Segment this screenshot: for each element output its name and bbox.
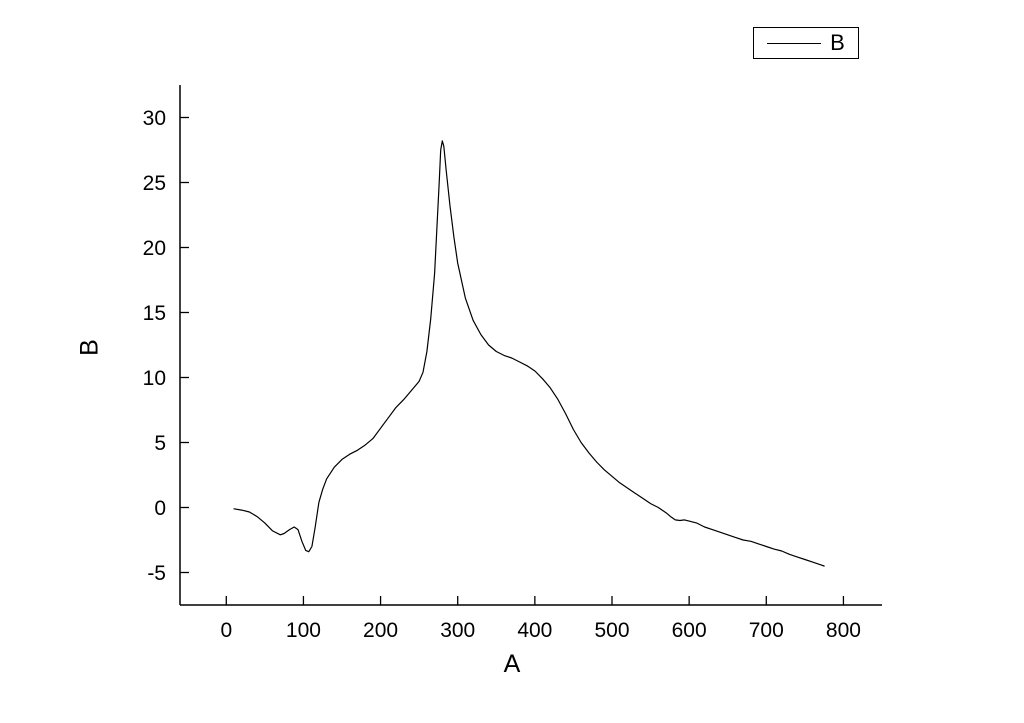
x-tick-label: 300 bbox=[440, 619, 475, 642]
x-tick-label: 600 bbox=[672, 619, 707, 642]
x-tick-label: 500 bbox=[594, 619, 629, 642]
legend-label: B bbox=[830, 30, 845, 55]
y-tick-label: 25 bbox=[143, 172, 166, 195]
y-tick-label: 20 bbox=[143, 237, 166, 260]
y-tick-label: 10 bbox=[143, 367, 166, 390]
y-tick-label: 5 bbox=[154, 432, 166, 455]
y-tick-label: -5 bbox=[147, 562, 166, 585]
x-tick-label: 400 bbox=[517, 619, 552, 642]
legend-box: B bbox=[753, 27, 859, 59]
y-tick-label: 15 bbox=[143, 302, 166, 325]
x-tick-label: 800 bbox=[826, 619, 861, 642]
legend-line-sample bbox=[767, 42, 822, 44]
x-tick-label: 100 bbox=[286, 619, 321, 642]
series-line-B bbox=[233, 140, 825, 567]
y-tick-label: 0 bbox=[154, 497, 166, 520]
y-axis-title: B bbox=[75, 339, 104, 356]
x-tick-label: 700 bbox=[749, 619, 784, 642]
y-tick-label: 30 bbox=[143, 107, 166, 130]
x-tick-label: 0 bbox=[220, 619, 232, 642]
x-axis-title: A bbox=[503, 650, 521, 678]
x-tick-label: 200 bbox=[363, 619, 398, 642]
